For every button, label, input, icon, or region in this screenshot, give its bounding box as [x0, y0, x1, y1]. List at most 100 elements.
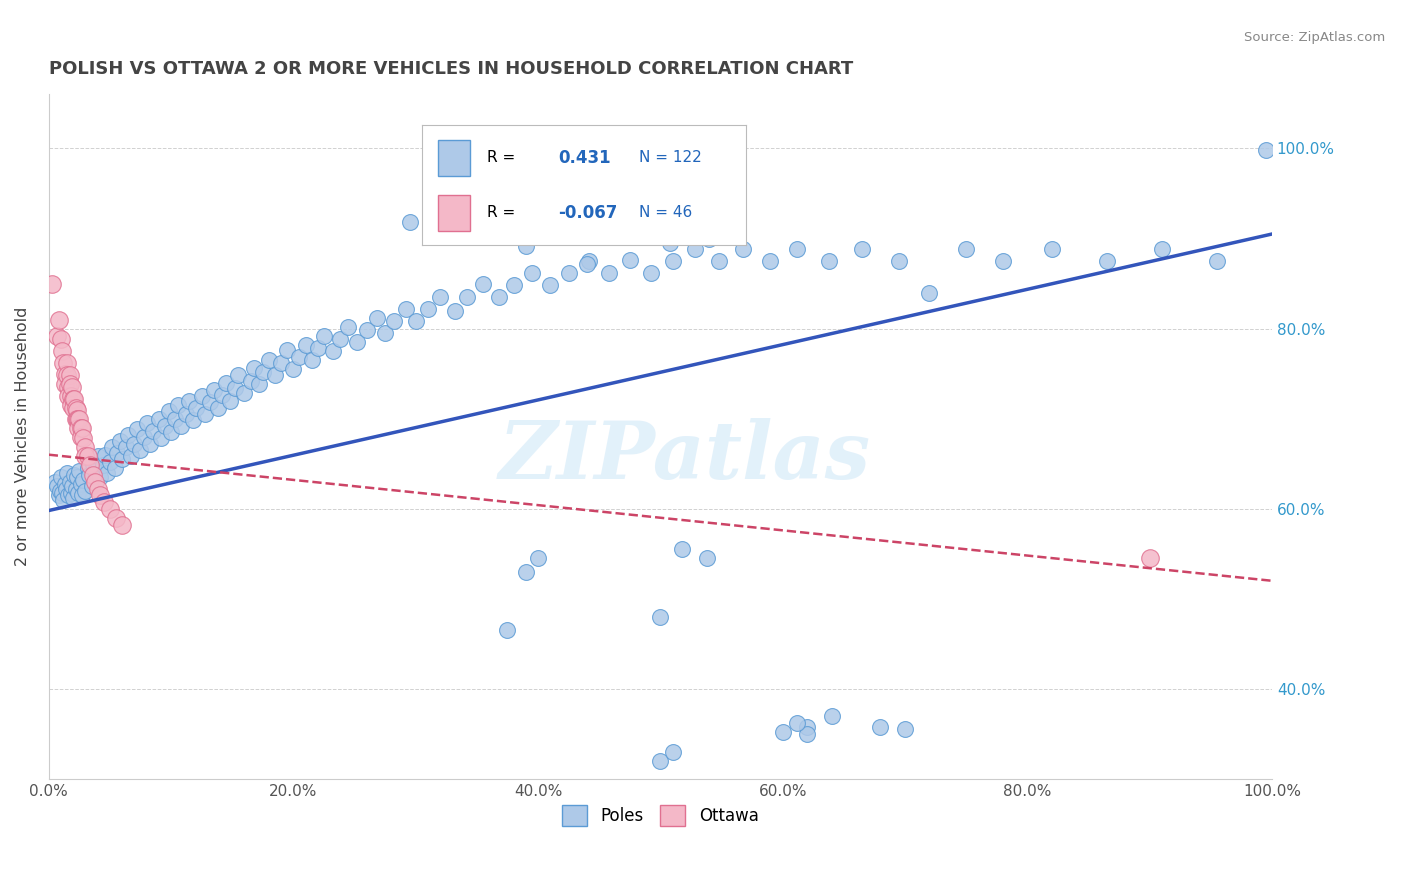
Point	[84, 464, 107, 478]
Point	[77, 461, 100, 475]
Point	[114, 441, 136, 455]
Point	[51, 485, 73, 500]
Point	[96, 466, 118, 480]
Point	[772, 725, 794, 739]
Point	[671, 542, 693, 557]
Point	[181, 413, 204, 427]
Point	[72, 432, 94, 446]
Point	[329, 333, 352, 347]
Point	[98, 455, 121, 469]
Point	[356, 323, 378, 337]
Point	[58, 368, 80, 383]
Point	[496, 624, 519, 638]
Point	[93, 494, 115, 508]
Point	[111, 517, 134, 532]
Point	[48, 488, 70, 502]
Point	[918, 285, 941, 300]
Point	[228, 368, 250, 383]
Point	[44, 475, 66, 489]
Point	[49, 333, 72, 347]
Point	[174, 407, 197, 421]
Point	[105, 510, 128, 524]
Point	[502, 278, 524, 293]
Point	[163, 411, 186, 425]
Point	[51, 344, 73, 359]
Point	[395, 301, 418, 316]
Point	[796, 727, 818, 741]
Point	[129, 443, 152, 458]
Point	[142, 424, 165, 438]
Point	[429, 290, 451, 304]
Point	[117, 428, 139, 442]
Point	[101, 441, 124, 455]
Point	[105, 446, 128, 460]
Text: POLISH VS OTTAWA 2 OR MORE VEHICLES IN HOUSEHOLD CORRELATION CHART: POLISH VS OTTAWA 2 OR MORE VEHICLES IN H…	[49, 60, 853, 78]
Point	[86, 450, 108, 464]
Point	[70, 488, 93, 502]
Point	[786, 716, 808, 731]
Point	[1150, 243, 1173, 257]
Point	[77, 467, 100, 482]
Legend: Poles, Ottawa: Poles, Ottawa	[555, 798, 765, 832]
Point	[312, 328, 335, 343]
Point	[405, 314, 427, 328]
Point	[661, 745, 683, 759]
Point	[887, 254, 910, 268]
Point	[167, 398, 190, 412]
Point	[150, 432, 173, 446]
Point	[661, 254, 683, 268]
Y-axis label: 2 or more Vehicles in Household: 2 or more Vehicles in Household	[15, 307, 30, 566]
Point	[134, 430, 156, 444]
Point	[153, 418, 176, 433]
Point	[894, 723, 917, 737]
Point	[89, 488, 111, 502]
Point	[59, 485, 82, 500]
Point	[58, 377, 80, 392]
Point	[869, 720, 891, 734]
Point	[148, 411, 170, 425]
Point	[650, 754, 672, 768]
Point	[52, 356, 75, 370]
Point	[637, 227, 659, 241]
Point	[190, 389, 212, 403]
Point	[65, 411, 87, 425]
Point	[60, 479, 83, 493]
Point	[211, 388, 233, 402]
Point	[683, 243, 706, 257]
Point	[79, 458, 101, 473]
Point	[67, 464, 90, 478]
Point	[46, 328, 69, 343]
Point	[733, 243, 755, 257]
Point	[818, 254, 841, 268]
Point	[443, 303, 465, 318]
Point	[56, 466, 79, 480]
Point	[62, 491, 84, 505]
Point	[75, 450, 97, 464]
Point	[659, 235, 682, 250]
Point	[125, 422, 148, 436]
Point	[49, 470, 72, 484]
Point	[264, 368, 287, 383]
Point	[84, 475, 107, 489]
Point	[62, 392, 84, 406]
Point	[58, 475, 80, 489]
Point	[679, 222, 702, 236]
Point	[55, 482, 77, 496]
Point	[288, 351, 311, 365]
Point	[650, 609, 672, 624]
Point	[1254, 143, 1277, 157]
Point	[207, 401, 229, 415]
Point	[619, 253, 641, 268]
Point	[366, 310, 388, 325]
Point	[215, 376, 238, 390]
Point	[270, 356, 292, 370]
Point	[59, 398, 82, 412]
Point	[157, 404, 180, 418]
Point	[697, 231, 720, 245]
Point	[696, 551, 718, 566]
Point	[398, 215, 420, 229]
Point	[1205, 254, 1227, 268]
Point	[67, 485, 90, 500]
Point	[46, 479, 69, 493]
Point	[488, 290, 510, 304]
